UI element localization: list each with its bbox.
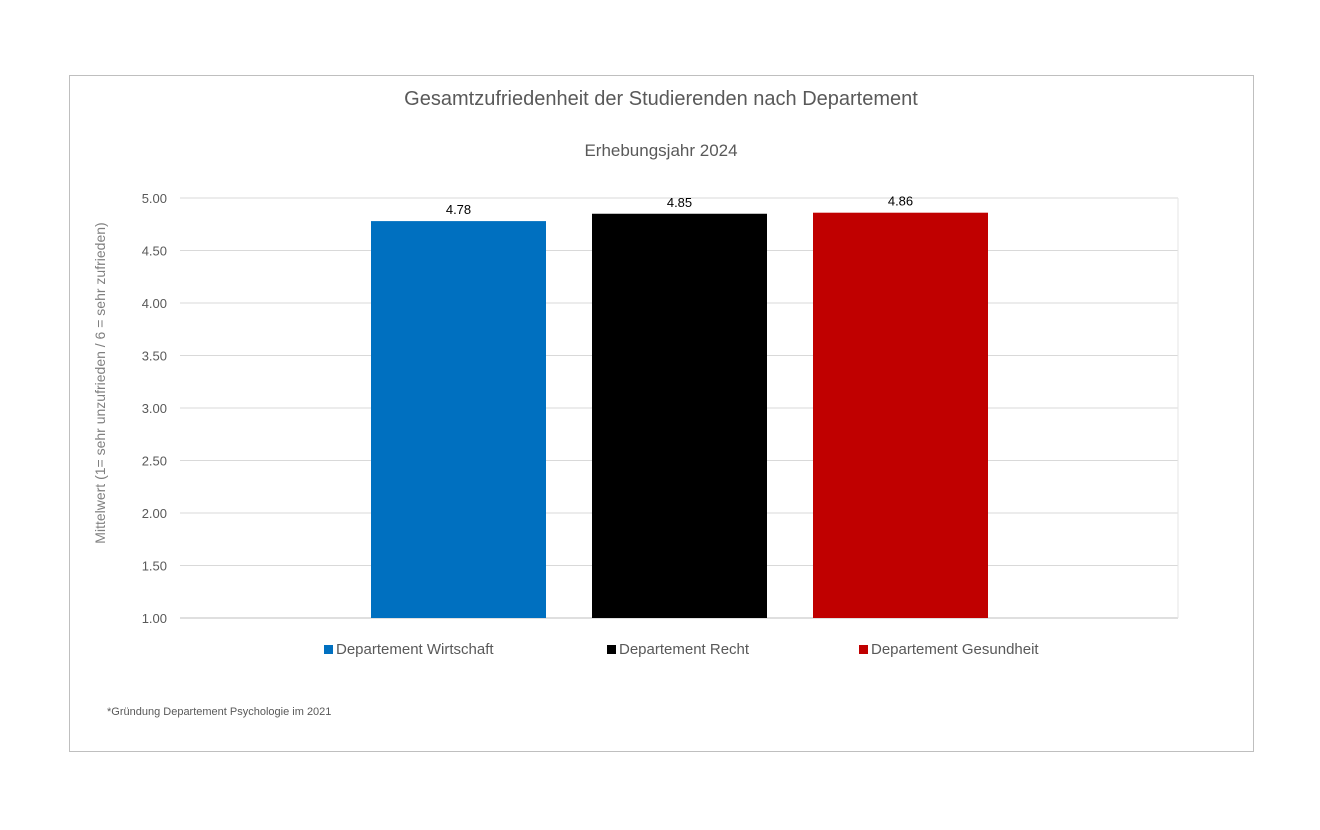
data-label: 4.86 [888, 194, 913, 209]
y-tick-label: 1.50 [142, 559, 167, 574]
footnote: *Gründung Departement Psychologie im 202… [107, 706, 332, 718]
y-tick-label: 3.00 [142, 401, 167, 416]
data-label: 4.78 [446, 202, 471, 217]
legend-label: Departement Gesundheit [871, 641, 1039, 658]
legend-item: Departement Wirtschaft [324, 641, 494, 658]
legend-swatch [607, 645, 616, 654]
legend-item: Departement Gesundheit [859, 641, 1039, 658]
y-tick-label: 5.00 [142, 191, 167, 206]
y-tick-label: 4.50 [142, 244, 167, 259]
y-tick-label: 2.00 [142, 506, 167, 521]
legend-swatch [859, 645, 868, 654]
chart-subtitle: Erhebungsjahr 2024 [584, 141, 738, 160]
legend-item: Departement Recht [607, 641, 749, 658]
legend-label: Departement Recht [619, 641, 750, 658]
legend-swatch [324, 645, 333, 654]
legend: Departement Wirtschaft Departement Recht D… [0, 641, 1320, 661]
y-tick-label: 1.00 [142, 611, 167, 626]
chart-title: Gesamtzufriedenheit der Studierenden nac… [404, 88, 918, 110]
y-tick-label: 4.00 [142, 296, 167, 311]
bar-departement-gesundheit [813, 212, 988, 618]
y-tick-label: 2.50 [142, 454, 167, 469]
y-tick-label: 3.50 [142, 349, 167, 364]
legend-label: Departement Wirtschaft [336, 641, 494, 658]
bar-departement-recht [592, 213, 767, 618]
bar-departement-wirtschaft [371, 221, 546, 618]
data-label: 4.85 [667, 195, 692, 210]
